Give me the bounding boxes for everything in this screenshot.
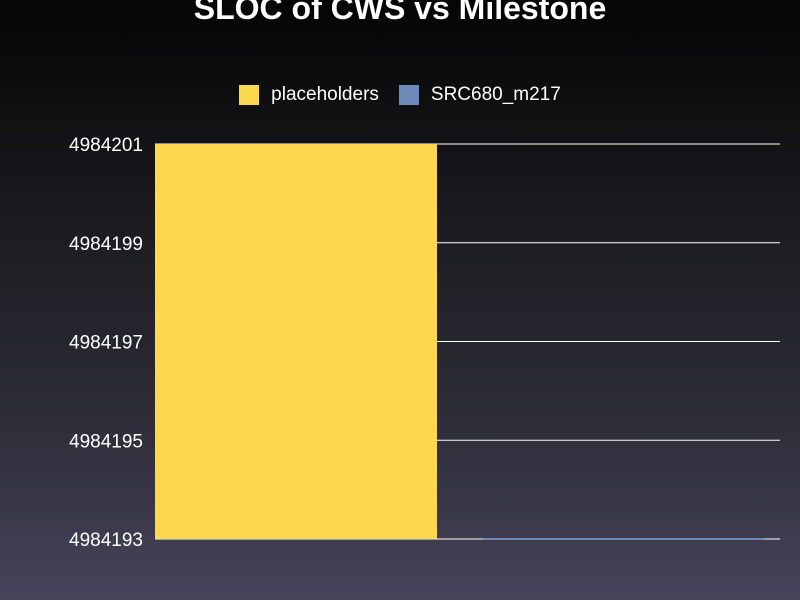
legend-item-src680: SRC680_m217 bbox=[398, 84, 561, 106]
legend-swatch-src680 bbox=[398, 85, 419, 105]
chart-title: SLOC of CWS vs Milestone bbox=[193, 0, 607, 26]
y-tick-label: 4984193 bbox=[69, 530, 143, 551]
legend-item-placeholders: placeholders bbox=[239, 84, 379, 106]
legend-label-placeholders: placeholders bbox=[271, 84, 379, 105]
y-tick-label: 4984199 bbox=[69, 234, 143, 255]
y-tick-label: 4984201 bbox=[69, 135, 143, 156]
bar-src680_m217 bbox=[483, 538, 765, 540]
y-tick-label: 4984197 bbox=[69, 333, 143, 354]
chart-legend: placeholders SRC680_m217 bbox=[0, 84, 800, 106]
legend-label-src680: SRC680_m217 bbox=[430, 84, 561, 105]
bar-placeholders bbox=[155, 144, 437, 539]
legend-swatch-placeholders bbox=[239, 85, 260, 105]
y-tick-label: 4984195 bbox=[69, 431, 143, 452]
